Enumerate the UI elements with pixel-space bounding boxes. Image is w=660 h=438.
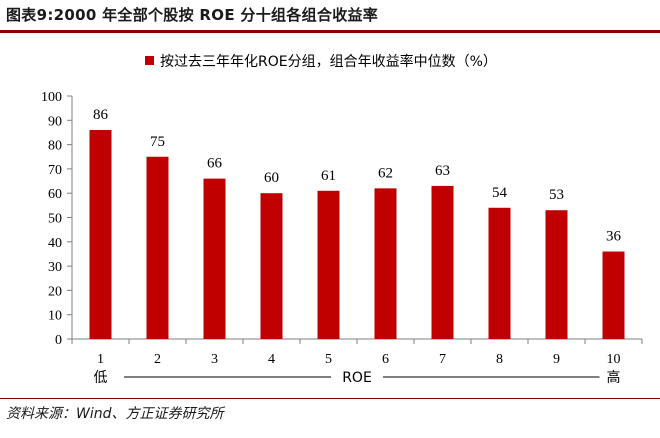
y-tick-label: 0	[55, 333, 62, 348]
y-tick-label: 20	[48, 284, 62, 299]
bar-chart: 按过去三年年化ROE分组，组合年收益率中位数（%） 0 10 20 30 40 50 60 7…	[41, 53, 643, 386]
x-low-label: 低	[94, 370, 108, 386]
data-label: 54	[492, 185, 508, 201]
y-tick-label: 30	[48, 260, 62, 275]
y-tick-label: 40	[48, 236, 62, 251]
bar	[374, 188, 397, 339]
x-tick-label: 3	[211, 352, 218, 367]
x-tick-label: 1	[97, 352, 104, 367]
x-tick-label: 4	[268, 352, 275, 367]
figure-title: 图表9:2000 年全部个股按 ROE 分十组各组合收益率	[6, 6, 379, 24]
data-labels: 86 75 66 60 61 62 63 54 53 36	[93, 107, 622, 245]
legend-label: 按过去三年年化ROE分组，组合年收益率中位数（%）	[160, 53, 497, 70]
data-label: 86	[93, 107, 109, 123]
chart-legend: 按过去三年年化ROE分组，组合年收益率中位数（%）	[145, 53, 497, 70]
bar	[146, 156, 169, 339]
bar	[260, 193, 283, 339]
legend-swatch	[145, 56, 154, 65]
y-axis: 0 10 20 30 40 50 60 70 80 90 100	[41, 90, 73, 348]
x-tick-label: 8	[496, 352, 503, 367]
x-tick-label: 2	[154, 352, 161, 367]
y-tick-label: 50	[48, 212, 62, 227]
y-tick-label: 80	[48, 139, 62, 154]
x-tick-label: 7	[439, 352, 446, 367]
data-label: 63	[435, 163, 450, 179]
title-rule	[0, 30, 660, 33]
bar	[488, 207, 511, 339]
bars	[89, 130, 625, 339]
data-label: 66	[207, 156, 223, 172]
x-tick-label: 10	[607, 352, 621, 367]
bar	[203, 178, 226, 339]
bar	[89, 130, 112, 339]
y-tick-label: 70	[48, 163, 62, 178]
data-label: 75	[150, 134, 165, 150]
data-label: 36	[606, 229, 622, 245]
bar	[545, 210, 568, 339]
bar	[431, 185, 454, 339]
y-tick-label: 90	[48, 114, 62, 129]
footer-rule	[0, 398, 660, 399]
x-high-label: 高	[607, 369, 621, 386]
bar	[317, 190, 340, 339]
bar	[602, 251, 625, 339]
data-label: 62	[378, 165, 393, 181]
x-tick-label: 9	[553, 352, 560, 367]
y-tick-label: 100	[41, 90, 62, 105]
x-axis: 1 2 3 4 5 6 7 8 9 10	[71, 338, 643, 367]
x-tick-label: 6	[382, 352, 389, 367]
data-label: 53	[549, 187, 564, 203]
x-axis-caption: 低 ROE 高	[94, 369, 621, 386]
y-tick-label: 60	[48, 187, 62, 202]
y-tick-label: 10	[48, 309, 62, 324]
x-tick-label: 5	[325, 352, 332, 367]
data-label: 61	[321, 168, 336, 184]
data-label: 60	[264, 170, 279, 186]
x-axis-label: ROE	[342, 370, 372, 386]
source-note: 资料来源：Wind、方正证券研究所	[6, 406, 224, 422]
